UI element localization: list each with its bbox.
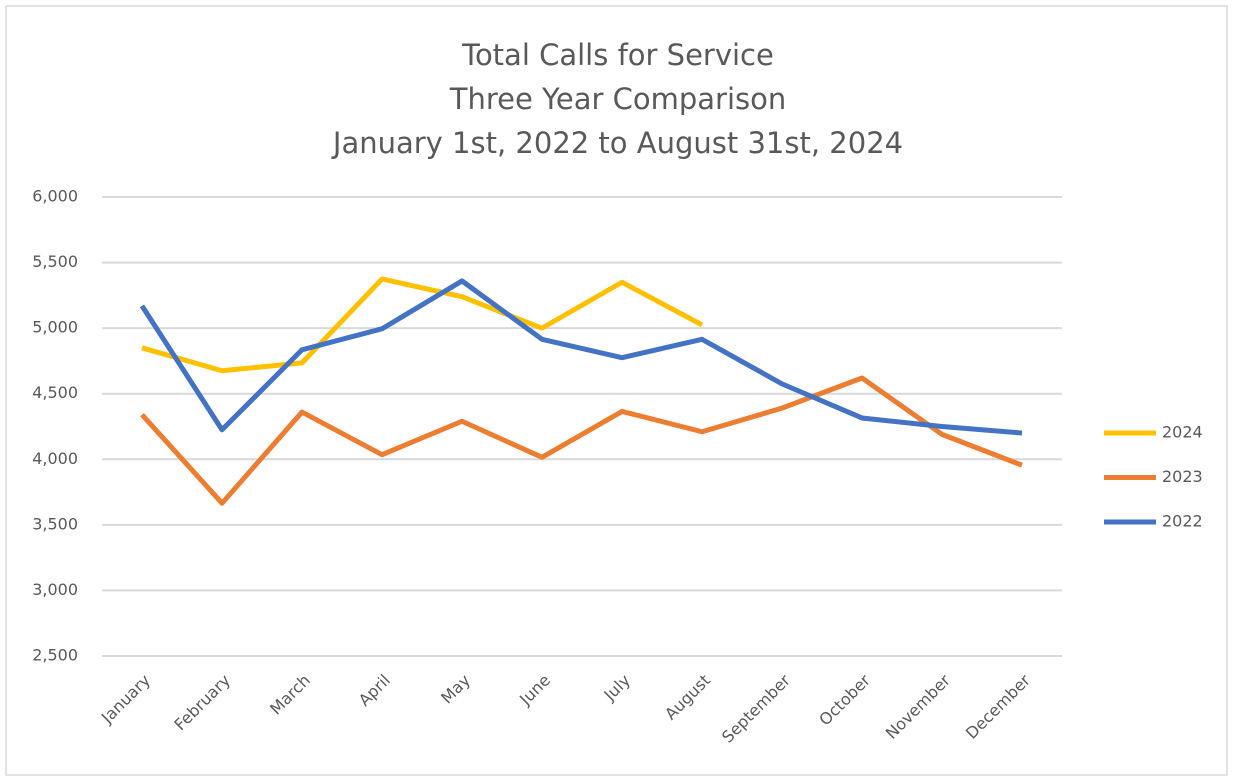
y-tick-label: 4,000 xyxy=(32,449,78,468)
legend-label: 2022 xyxy=(1162,512,1203,531)
y-tick-label: 6,000 xyxy=(32,187,78,206)
legend-label: 2023 xyxy=(1162,467,1203,486)
chart-title: Three Year Comparison xyxy=(449,82,787,116)
chart-frame xyxy=(5,5,1228,776)
series-line xyxy=(139,278,1023,436)
legend-label: 2024 xyxy=(1162,423,1203,442)
y-tick-label: 5,500 xyxy=(32,252,78,271)
y-tick-label: 4,500 xyxy=(32,383,78,402)
series-line xyxy=(140,375,1023,506)
y-tick-label: 5,000 xyxy=(32,318,78,337)
chart-title: January 1st, 2022 to August 31st, 2024 xyxy=(331,126,903,160)
chart-title: Total Calls for Service xyxy=(461,38,774,72)
series-line xyxy=(141,276,704,374)
y-tick-label: 2,500 xyxy=(32,646,78,665)
y-tick-label: 3,000 xyxy=(32,580,78,599)
y-tick-label: 3,500 xyxy=(32,514,78,533)
